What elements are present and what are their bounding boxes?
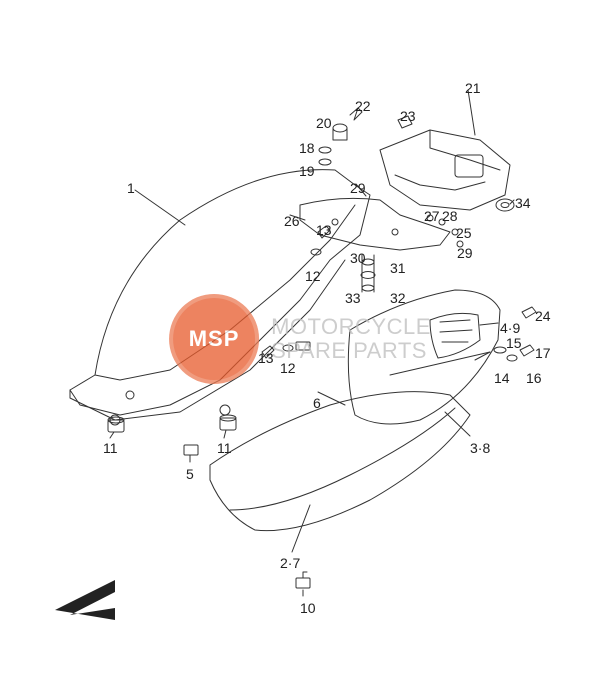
callout-22: 22 (355, 98, 371, 114)
callout-6: 6 (313, 395, 321, 411)
callout-31: 31 (390, 260, 406, 276)
callout-4·9: 4·9 (500, 320, 520, 336)
callout-20: 20 (316, 115, 332, 131)
callout-23: 23 (400, 108, 416, 124)
callout-1: 1 (127, 180, 135, 196)
callout-32: 32 (390, 290, 406, 306)
callout-16: 16 (526, 370, 542, 386)
callout-14: 14 (494, 370, 510, 386)
callout-11: 11 (103, 440, 118, 456)
callout-33: 33 (345, 290, 361, 306)
callout-29: 29 (350, 180, 366, 196)
callout-13b: 13 (258, 350, 274, 366)
callout-12: 12 (305, 268, 321, 284)
callout-17: 17 (535, 345, 551, 361)
callout-13: 13 (316, 222, 332, 238)
callout-34: 34 (515, 195, 531, 211)
callout-25: 25 (456, 225, 472, 241)
callout-19: 19 (299, 163, 315, 179)
callout-10: 10 (300, 600, 316, 616)
view-direction-arrow (55, 580, 115, 620)
callout-28: 28 (442, 208, 458, 224)
callout-29b: 29 (457, 245, 473, 261)
callout-21: 21 (465, 80, 481, 96)
callout-12b: 12 (280, 360, 296, 376)
callout-26: 26 (284, 213, 300, 229)
callout-3·8: 3·8 (470, 440, 490, 456)
callout-11b: 11 (217, 440, 232, 456)
callout-15: 15 (506, 335, 522, 351)
callout-5: 5 (186, 466, 194, 482)
callout-2·7: 2·7 (280, 555, 300, 571)
callout-30: 30 (350, 250, 366, 266)
callout-27: 27 (424, 208, 440, 224)
callout-18: 18 (299, 140, 315, 156)
parts-diagram: MSP MOTORCYCLE SPARE PARTS 12·73·84·9561… (0, 0, 600, 678)
callout-24: 24 (535, 308, 551, 324)
